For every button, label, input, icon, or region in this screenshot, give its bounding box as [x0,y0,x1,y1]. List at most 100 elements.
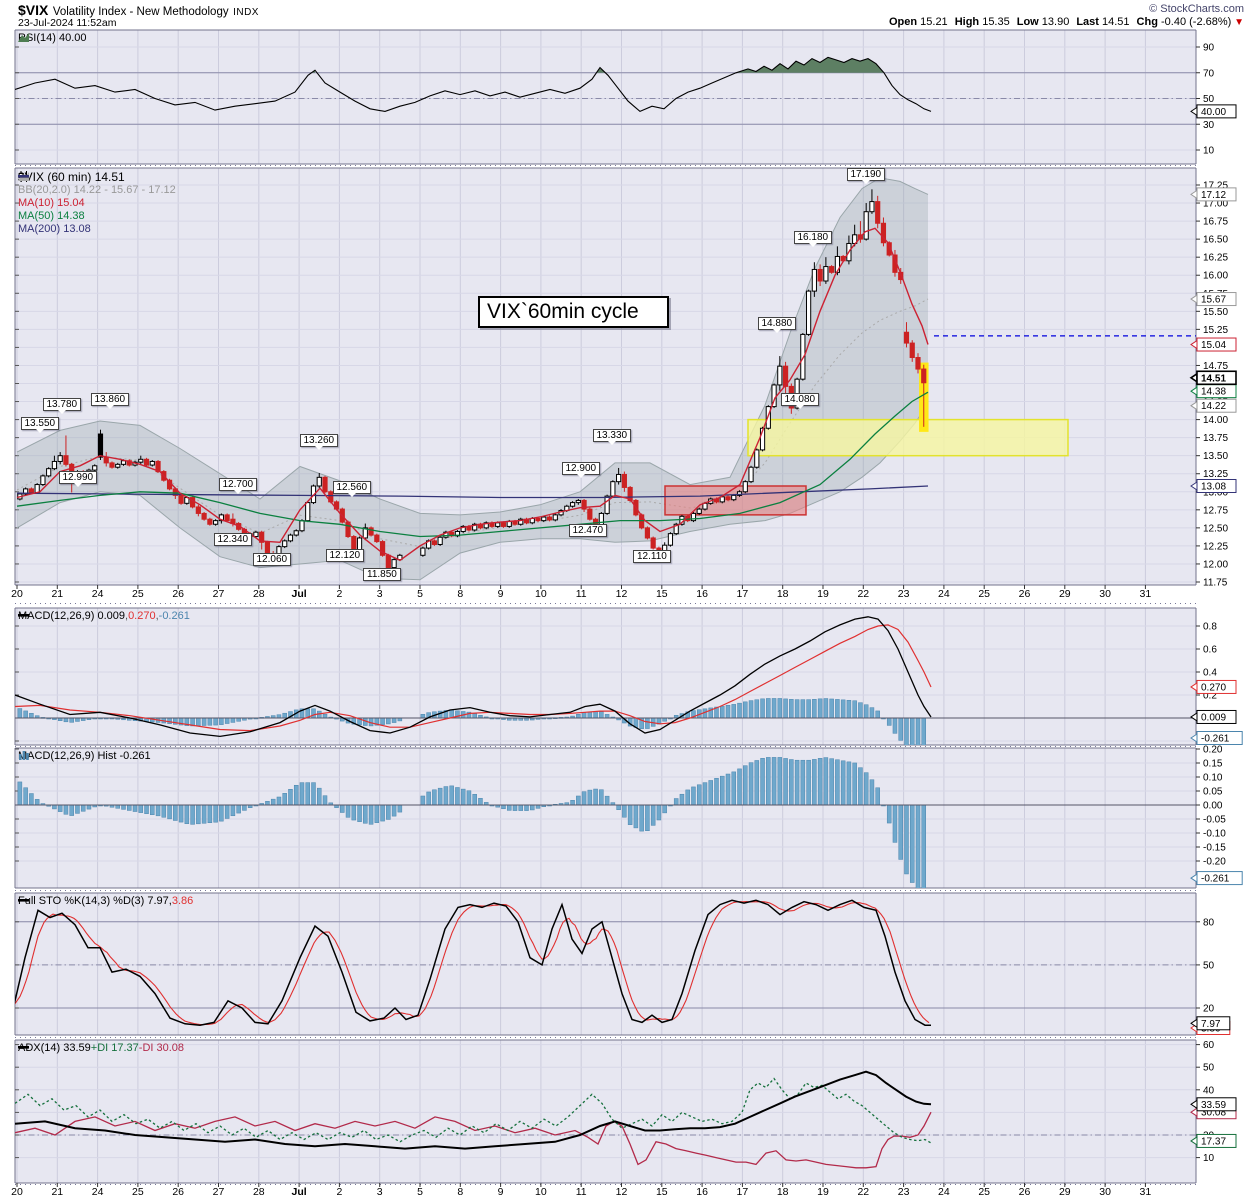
svg-text:-0.261: -0.261 [1201,874,1230,885]
svg-text:15.04: 15.04 [1201,340,1226,351]
svg-text:27: 27 [213,1186,225,1198]
axis-value-box: 0.009 [1190,709,1237,724]
svg-text:26: 26 [172,1186,184,1198]
quote-value: -0.40 (-2.68%) [1157,16,1232,28]
axis-value-box: 33.59 [1190,1097,1237,1112]
svg-text:70: 70 [1203,68,1215,79]
macd-series [15,616,1196,745]
svg-text:20: 20 [1203,1004,1215,1015]
chart-note: VIX`60min cycle [478,296,669,328]
axis-value-box: -0.261 [1190,871,1243,886]
price-annotation: 12.060 [252,553,292,567]
svg-text:13.50: 13.50 [1203,451,1228,462]
symbol: $VIX [18,2,49,18]
axis-value-box: 14.51 [1189,370,1237,386]
svg-text:50: 50 [1203,960,1215,971]
quote-value: 13.90 [1038,16,1070,28]
svg-text:50: 50 [1203,1063,1215,1074]
svg-text:17.00: 17.00 [1203,199,1228,210]
price-annotation: 12.560 [332,480,372,497]
svg-text:Jul: Jul [292,1186,307,1198]
svg-text:16.00: 16.00 [1203,271,1228,282]
svg-text:11.75: 11.75 [1203,578,1228,589]
svg-text:15.67: 15.67 [1201,295,1226,306]
exchange-label: INDX [233,7,259,18]
svg-text:24: 24 [938,1186,950,1198]
svg-text:14.38: 14.38 [1201,387,1226,398]
axis-value-box: 17.12 [1190,187,1237,202]
quote-value: 15.21 [917,16,948,28]
price-annotation: 12.700 [218,478,258,495]
svg-text:7.97: 7.97 [1201,1019,1221,1030]
svg-text:14.22: 14.22 [1201,401,1226,412]
svg-text:10: 10 [535,588,547,600]
price-annotation: 13.780 [42,398,82,415]
svg-text:22: 22 [857,1186,869,1198]
svg-text:17.37: 17.37 [1201,1136,1226,1147]
svg-text:12: 12 [616,588,628,600]
quote-label: Last [1076,16,1099,28]
axis-value-box: 15.04 [1190,337,1237,352]
svg-text:-0.10: -0.10 [1203,829,1226,840]
svg-text:14.75: 14.75 [1203,361,1228,372]
rsi-panel: 90 70 50 30 10 [14,29,1215,165]
svg-text:-0.261: -0.261 [1201,734,1230,745]
svg-text:5: 5 [417,1186,423,1198]
svg-text:15.50: 15.50 [1203,307,1228,318]
price-annotation: 14.080 [780,392,820,409]
svg-text:14.00: 14.00 [1203,415,1228,426]
quote-value: 14.51 [1098,16,1130,28]
quote-label: High [954,16,980,28]
svg-text:23: 23 [898,1186,910,1198]
quote-line: Open 15.21 High 15.35 Low 13.90 Last 14.51 C… [882,16,1244,28]
svg-text:28: 28 [253,1186,265,1198]
svg-text:Jul: Jul [292,588,307,600]
svg-text:30: 30 [1099,1186,1111,1198]
svg-text:11: 11 [576,588,587,600]
svg-text:8: 8 [457,588,463,600]
axis-value-box: 40.00 [1190,104,1237,119]
svg-text:3: 3 [377,588,383,600]
svg-text:0.009: 0.009 [1201,712,1226,723]
price-annotation: 12.470 [568,523,608,537]
svg-text:19: 19 [817,588,829,600]
adx-panel: 605040302010 [14,1039,1215,1184]
svg-text:13.25: 13.25 [1203,469,1228,480]
svg-text:8: 8 [457,1186,463,1198]
svg-text:40.00: 40.00 [1201,107,1226,118]
svg-text:25: 25 [132,588,144,600]
svg-text:25: 25 [978,588,990,600]
svg-text:15: 15 [656,588,668,600]
svg-text:18: 18 [777,588,789,600]
sto-series [15,899,931,1026]
price-annotation: 12.900 [561,461,601,478]
svg-text:26: 26 [1019,1186,1031,1198]
svg-text:16: 16 [696,588,708,600]
svg-text:23: 23 [898,588,910,600]
svg-text:12.25: 12.25 [1203,541,1228,552]
svg-text:26: 26 [1019,588,1031,600]
svg-text:17.25: 17.25 [1203,181,1228,192]
svg-text:24: 24 [92,588,104,600]
svg-text:30: 30 [1203,120,1215,131]
svg-text:0.05: 0.05 [1203,787,1223,798]
svg-text:0.8: 0.8 [1203,622,1217,633]
svg-text:30: 30 [1099,588,1111,600]
svg-text:18: 18 [777,1186,789,1198]
svg-text:13.08: 13.08 [1201,481,1226,492]
svg-text:16.50: 16.50 [1203,235,1228,246]
quote-label: Chg [1136,16,1158,28]
svg-text:14.51: 14.51 [1201,373,1226,384]
svg-text:22: 22 [857,588,869,600]
svg-text:60: 60 [1203,1040,1215,1051]
price-annotation: 12.340 [213,532,253,546]
svg-text:-0.20: -0.20 [1203,857,1226,868]
svg-text:29: 29 [1059,588,1071,600]
svg-text:27: 27 [213,588,225,600]
svg-text:21: 21 [51,1186,63,1198]
svg-text:16.25: 16.25 [1203,253,1228,264]
svg-text:29: 29 [1059,1186,1071,1198]
svg-text:31: 31 [1140,1186,1152,1198]
